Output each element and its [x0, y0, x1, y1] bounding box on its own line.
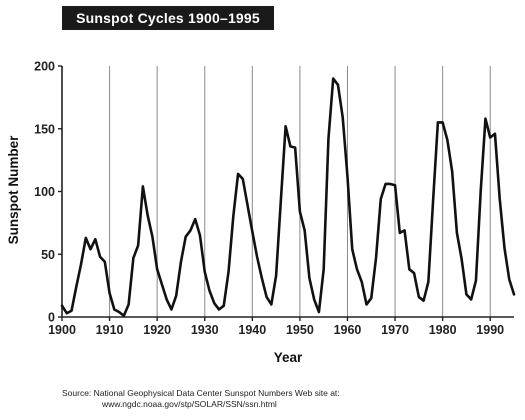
- source-note: Source: National Geophysical Data Center…: [62, 388, 392, 410]
- x-tick-label: 1940: [238, 323, 266, 337]
- y-tick-label: 200: [34, 60, 55, 74]
- y-tick-label: 0: [48, 311, 55, 325]
- axis-layer: [58, 65, 514, 321]
- source-line: Source: National Geophysical Data Center…: [62, 388, 340, 398]
- x-tick-label: 1920: [143, 323, 171, 337]
- sunspot-series-line: [60, 77, 516, 318]
- x-tick-label: 1950: [286, 323, 314, 337]
- x-tick-label: 1990: [476, 323, 504, 337]
- y-tick-label: 50: [41, 248, 55, 262]
- source-url: www.ngdc.noaa.gov/stp/SOLAR/SSN/ssn.html: [102, 399, 277, 409]
- x-tick-label: 1960: [334, 323, 362, 337]
- x-tick-label: 1900: [48, 323, 76, 337]
- x-tick-label: 1980: [429, 323, 457, 337]
- label-layer: 1900 1910 1920 1930 1940 1950 1960 1970 1980 1990…: [34, 60, 504, 338]
- x-tick-label: 1970: [381, 323, 409, 337]
- y-axis-title: Sunspot Number: [6, 135, 21, 244]
- x-tick-label: 1930: [191, 323, 219, 337]
- x-axis-title: Year: [274, 350, 303, 365]
- series-layer: [60, 77, 516, 318]
- chart-title: Sunspot Cycles 1900–1995: [62, 6, 274, 30]
- y-tick-label: 100: [34, 185, 55, 199]
- x-tick-label: 1910: [96, 323, 124, 337]
- y-tick-label: 150: [34, 122, 55, 136]
